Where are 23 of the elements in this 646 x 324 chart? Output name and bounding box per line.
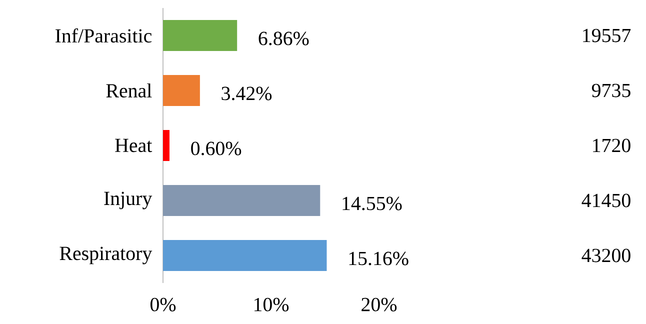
bar (163, 130, 170, 162)
y-tick-label: Heat (115, 138, 152, 152)
bar (163, 240, 327, 272)
data-label: 14.55% (342, 196, 402, 210)
x-tick-label: 20% (362, 298, 397, 312)
text: 19557 (583, 28, 631, 42)
x-tick-label: 0% (150, 298, 176, 312)
y-tick-label: Respiratory (60, 246, 152, 264)
bar (163, 20, 238, 52)
text: 43200 (582, 248, 630, 262)
y-tick-label: Inf/Parasitic (56, 28, 152, 43)
data-label: 3.42% (222, 86, 272, 100)
x-tick-label: 10% (254, 298, 289, 312)
data-label: 0.60% (191, 142, 242, 156)
y-tick-label: Injury (104, 192, 152, 210)
data-label: 6.86% (258, 32, 309, 46)
bar (163, 185, 320, 216)
data-label: 15.16% (349, 252, 408, 266)
text: 9735 (592, 84, 630, 98)
text: 1720 (593, 138, 630, 152)
y-tick-label: Renal (106, 83, 152, 98)
text: 41450 (582, 194, 630, 208)
bar (163, 75, 200, 106)
